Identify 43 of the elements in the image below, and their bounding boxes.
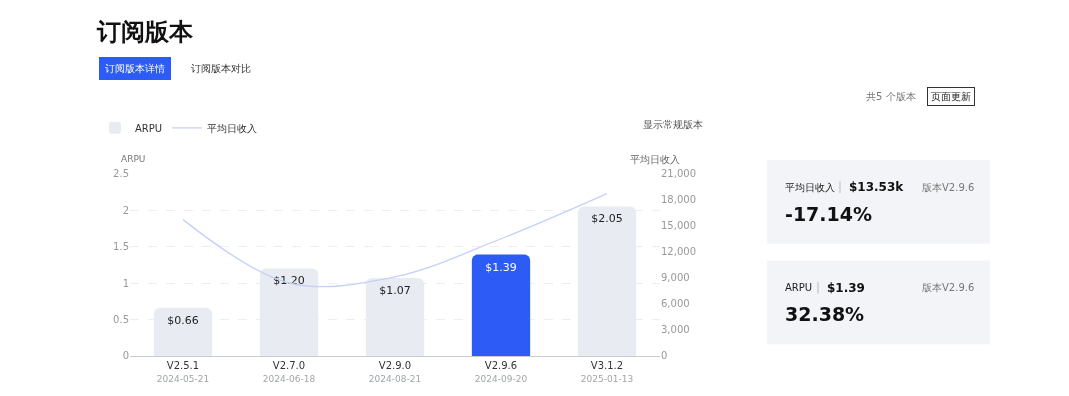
data-label: $1.39 xyxy=(485,260,517,274)
y2-tick-label: 15,000 xyxy=(661,220,696,232)
y2-axis-title: 平均日收入 xyxy=(630,154,680,165)
bar xyxy=(471,254,531,356)
text: $1.39 xyxy=(827,281,865,295)
x-tick-label: V2.7.0 2024-06-18 xyxy=(262,359,316,384)
y2-tick-label: 21,000 xyxy=(661,168,696,180)
y2-tick-label: 6,000 xyxy=(661,298,690,310)
chart-title: 订阅版本 xyxy=(96,18,194,46)
text: 版本V2.9.6 xyxy=(922,182,975,193)
y2-tick-label: 3,000 xyxy=(661,324,690,336)
data-label: $1.20 xyxy=(273,274,305,288)
y-tick-label: 1 xyxy=(122,277,129,289)
text: 订阅版本详情 xyxy=(105,63,165,74)
text: 32.38% xyxy=(785,303,865,325)
x-tick-label: V2.5.1 2024-05-21 xyxy=(156,359,210,384)
text: 显示常规版本 xyxy=(643,119,703,130)
text: ARPU xyxy=(785,282,813,293)
y2-tick-label: 18,000 xyxy=(661,194,696,206)
y-tick-label: 0 xyxy=(122,350,129,362)
text: 共5 个版本 xyxy=(866,91,916,102)
data-label: $0.66 xyxy=(167,313,199,327)
data-label: $1.07 xyxy=(379,283,411,297)
x-tick-label: V2.9.6 2024-09-20 xyxy=(474,359,528,384)
legend-label: 平均日收入 xyxy=(207,122,258,134)
x-tick-label: V2.9.0 2024-08-21 xyxy=(368,359,422,384)
text: 订阅版本对比 xyxy=(191,63,251,74)
y-axis-title: ARPU xyxy=(121,154,146,164)
data-label: $2.05 xyxy=(591,212,623,226)
text: 平均日收入 xyxy=(785,182,835,193)
text: $13.53k xyxy=(849,180,905,194)
text: 页面更新 xyxy=(931,91,971,102)
y2-tick-label: 9,000 xyxy=(661,272,690,284)
x-tick-label: V3.1.2 2025-01-13 xyxy=(580,359,634,384)
text: -17.14% xyxy=(785,203,873,225)
text: 版本V2.9.6 xyxy=(922,282,975,293)
y2-tick-label: 12,000 xyxy=(661,246,696,258)
y-tick-label: 0.5 xyxy=(113,313,129,325)
y-tick-label: 2 xyxy=(122,204,129,216)
y-tick-label: 2.5 xyxy=(113,168,129,180)
y2-tick-label: 0 xyxy=(661,350,668,362)
y-tick-label: 1.5 xyxy=(113,241,129,253)
legend-label: ARPU xyxy=(135,122,163,134)
